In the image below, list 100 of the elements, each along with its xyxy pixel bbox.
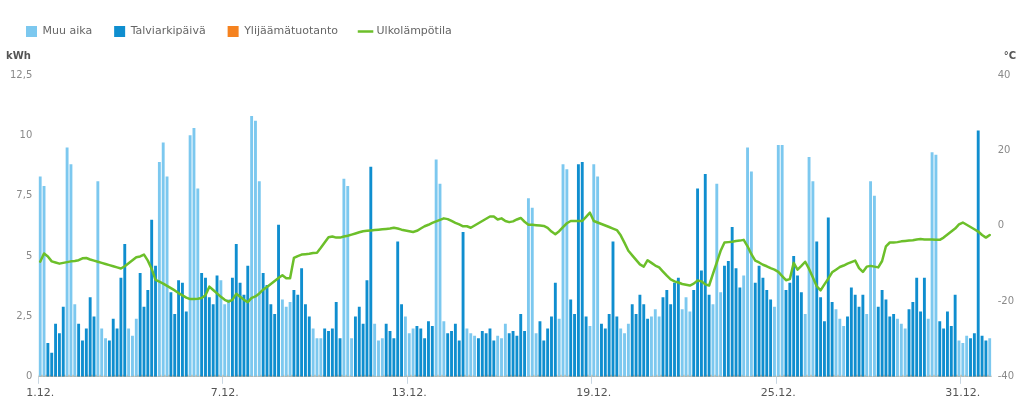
y2-axis-title: °C [1003,49,1016,61]
bar [626,323,630,377]
bar [776,145,780,377]
bar [334,301,338,377]
legend-label: Ylijäämätuotanto [243,24,339,38]
bar [965,335,969,377]
bar [630,304,634,377]
bar [507,333,511,377]
bar [703,173,707,377]
bar [861,294,865,377]
y2-tick-label: -20 [997,294,1015,306]
bar [200,272,204,377]
bar [880,289,884,377]
bar [280,299,284,377]
bar [123,244,127,377]
bar [526,198,530,377]
bar [780,145,784,377]
bar [892,314,896,377]
bar [61,306,65,377]
bar [715,183,719,377]
bar [65,147,69,377]
bar [638,294,642,377]
x-tick-label: 25.12. [760,386,796,400]
bar [419,328,423,377]
bar [277,224,280,377]
bar [469,333,473,377]
y-tick-label: 12,5 [10,68,33,80]
bar [169,292,173,377]
bar [246,265,250,377]
y-tick-label: 5 [25,249,33,261]
bar [38,176,42,377]
bar [261,272,265,377]
bar [77,323,81,377]
bar [503,323,507,377]
bar [380,338,384,377]
bar [357,306,361,377]
bar [288,301,292,377]
bar [665,289,669,377]
bar [403,316,407,377]
bar [922,277,926,377]
bar [480,330,484,377]
bar [938,321,942,377]
bar [342,178,346,377]
bar [988,338,992,377]
x-tick-label: 7.12. [210,386,239,400]
bar [815,241,819,377]
bar [592,164,596,377]
bar [653,309,657,377]
bar [723,265,726,377]
bar [696,188,700,377]
bar [453,323,457,377]
bar [676,277,680,377]
y-tick-label: 10 [19,128,33,140]
bar [373,323,377,377]
x-tick-label: 1.12. [26,386,55,400]
bar [849,287,853,377]
x-tick-label: 31.12. [945,386,981,400]
bar [807,157,811,377]
bar [792,256,796,377]
x-tick-label: 13.12. [391,386,427,400]
bar [465,328,469,377]
bar [434,159,438,377]
legend-label: Muu aika [42,24,93,38]
bar [553,282,557,377]
bar [234,244,238,377]
bar [138,272,142,377]
bar [161,142,165,377]
bar [619,328,623,377]
bar [746,147,749,377]
bar [826,217,830,377]
y2-tick-label: 20 [997,144,1011,156]
bar [976,130,980,377]
bar [930,152,934,377]
bar [427,321,430,377]
bar [934,154,938,377]
bar [415,326,419,377]
bar [134,318,138,377]
bar [411,328,415,377]
y-tick-label: 0 [25,370,33,382]
bar [953,294,957,377]
bar [96,181,100,377]
bar [204,277,207,377]
bar [757,265,761,377]
bar [730,227,734,377]
bar [369,166,373,377]
bar [384,323,388,377]
y-tick-label: 2,5 [16,310,33,322]
bar [219,280,223,377]
bar [396,241,400,377]
legend-label: Ulkolämpötila [376,24,452,38]
legend-label: Talviarkipäivä [129,24,206,38]
bar [899,323,903,377]
bar [576,164,580,377]
bar [250,116,254,377]
y-axis-title: kWh [6,49,31,61]
bar [473,335,477,377]
bar [519,314,523,377]
bar [984,340,988,377]
bar [177,280,181,377]
bar [446,333,450,377]
